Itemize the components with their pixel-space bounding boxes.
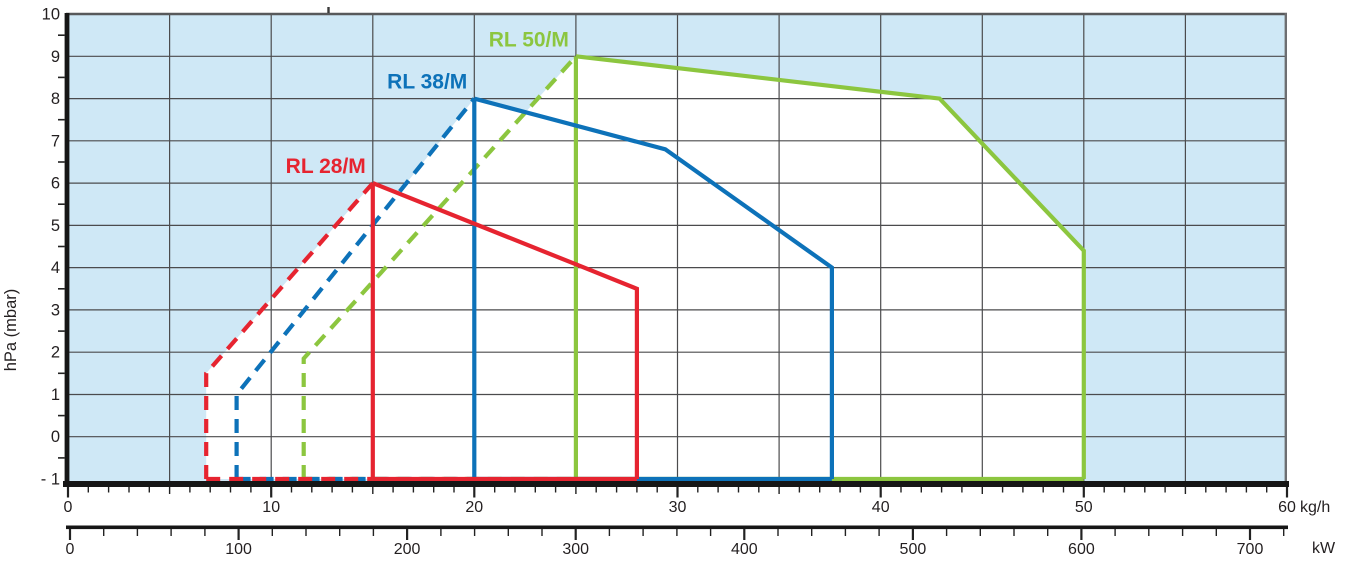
- rl-38-m-dashed-boundary: [234, 97, 476, 479]
- kw-axis-ticks: [68, 529, 1285, 540]
- plot-frame: [63, 7, 1289, 487]
- y-tick-label: 8: [51, 90, 60, 108]
- kgh-tick-label: 20: [465, 499, 483, 516]
- kgh-axis-line: [63, 481, 1289, 487]
- kw-tick-label: 100: [225, 541, 252, 558]
- kgh-axis-unit: kg/h: [1300, 499, 1330, 516]
- kw-axis-line: [66, 525, 1288, 530]
- rl-38-m-label: RL 38/M: [387, 71, 467, 94]
- kgh-tick-label: 50: [1075, 499, 1093, 516]
- y-tick-label: 3: [51, 301, 60, 319]
- kw-tick-label: 500: [900, 541, 927, 558]
- rl-50-m-dashed-boundary: [301, 54, 578, 479]
- rl-28-m-solid-boundary: [372, 181, 639, 479]
- kgh-tick-label: 60: [1278, 499, 1296, 516]
- y-axis-minor-ticks: [58, 34, 65, 459]
- kgh-tick-label: 10: [262, 499, 280, 516]
- y-tick-label: - 1: [41, 471, 60, 489]
- kgh-axis-ticks: [66, 487, 1289, 498]
- kw-axis-labels: 0 100 200 300 400 500 600 700: [66, 541, 1264, 558]
- y-tick-label: 10: [42, 6, 60, 24]
- rl-28-m-operating-region: [206, 183, 637, 479]
- kgh-tick-label: 30: [669, 499, 687, 516]
- y-tick-label: 0: [51, 428, 60, 446]
- y-axis-line: [64, 13, 70, 487]
- rl-50-m-label: RL 50/M: [489, 28, 569, 51]
- kw-tick-label: 0: [66, 541, 75, 558]
- kgh-tick-label: 0: [64, 499, 73, 516]
- kw-tick-label: 200: [394, 541, 421, 558]
- rl-50-m-solid-boundary: [575, 54, 1086, 479]
- kgh-axis-labels: 0 10 20 30 40 50 60: [64, 499, 1296, 516]
- y-axis-title: hPa (mbar): [2, 289, 20, 372]
- y-tick-label: 5: [51, 217, 60, 235]
- kgh-tick-label: 40: [872, 499, 890, 516]
- y-tick-label: 9: [51, 48, 60, 66]
- kw-axis-unit: kW: [1312, 540, 1336, 557]
- y-tick-label: 7: [51, 132, 60, 150]
- rl-28-m-curve: [204, 181, 639, 482]
- kw-tick-label: 300: [562, 541, 589, 558]
- y-tick-label: 4: [51, 259, 60, 277]
- rl-38-m-solid-boundary: [473, 96, 834, 479]
- y-tick-label: 1: [51, 386, 60, 404]
- y-tick-label: 6: [51, 175, 60, 193]
- kw-tick-label: 400: [731, 541, 758, 558]
- rl-28-m-label: RL 28/M: [286, 155, 366, 178]
- kw-tick-label: 600: [1068, 541, 1095, 558]
- y-tick-label: 2: [51, 344, 60, 362]
- kw-tick-label: 700: [1237, 541, 1264, 558]
- rl-28-m-dashed-boundary: [204, 181, 375, 479]
